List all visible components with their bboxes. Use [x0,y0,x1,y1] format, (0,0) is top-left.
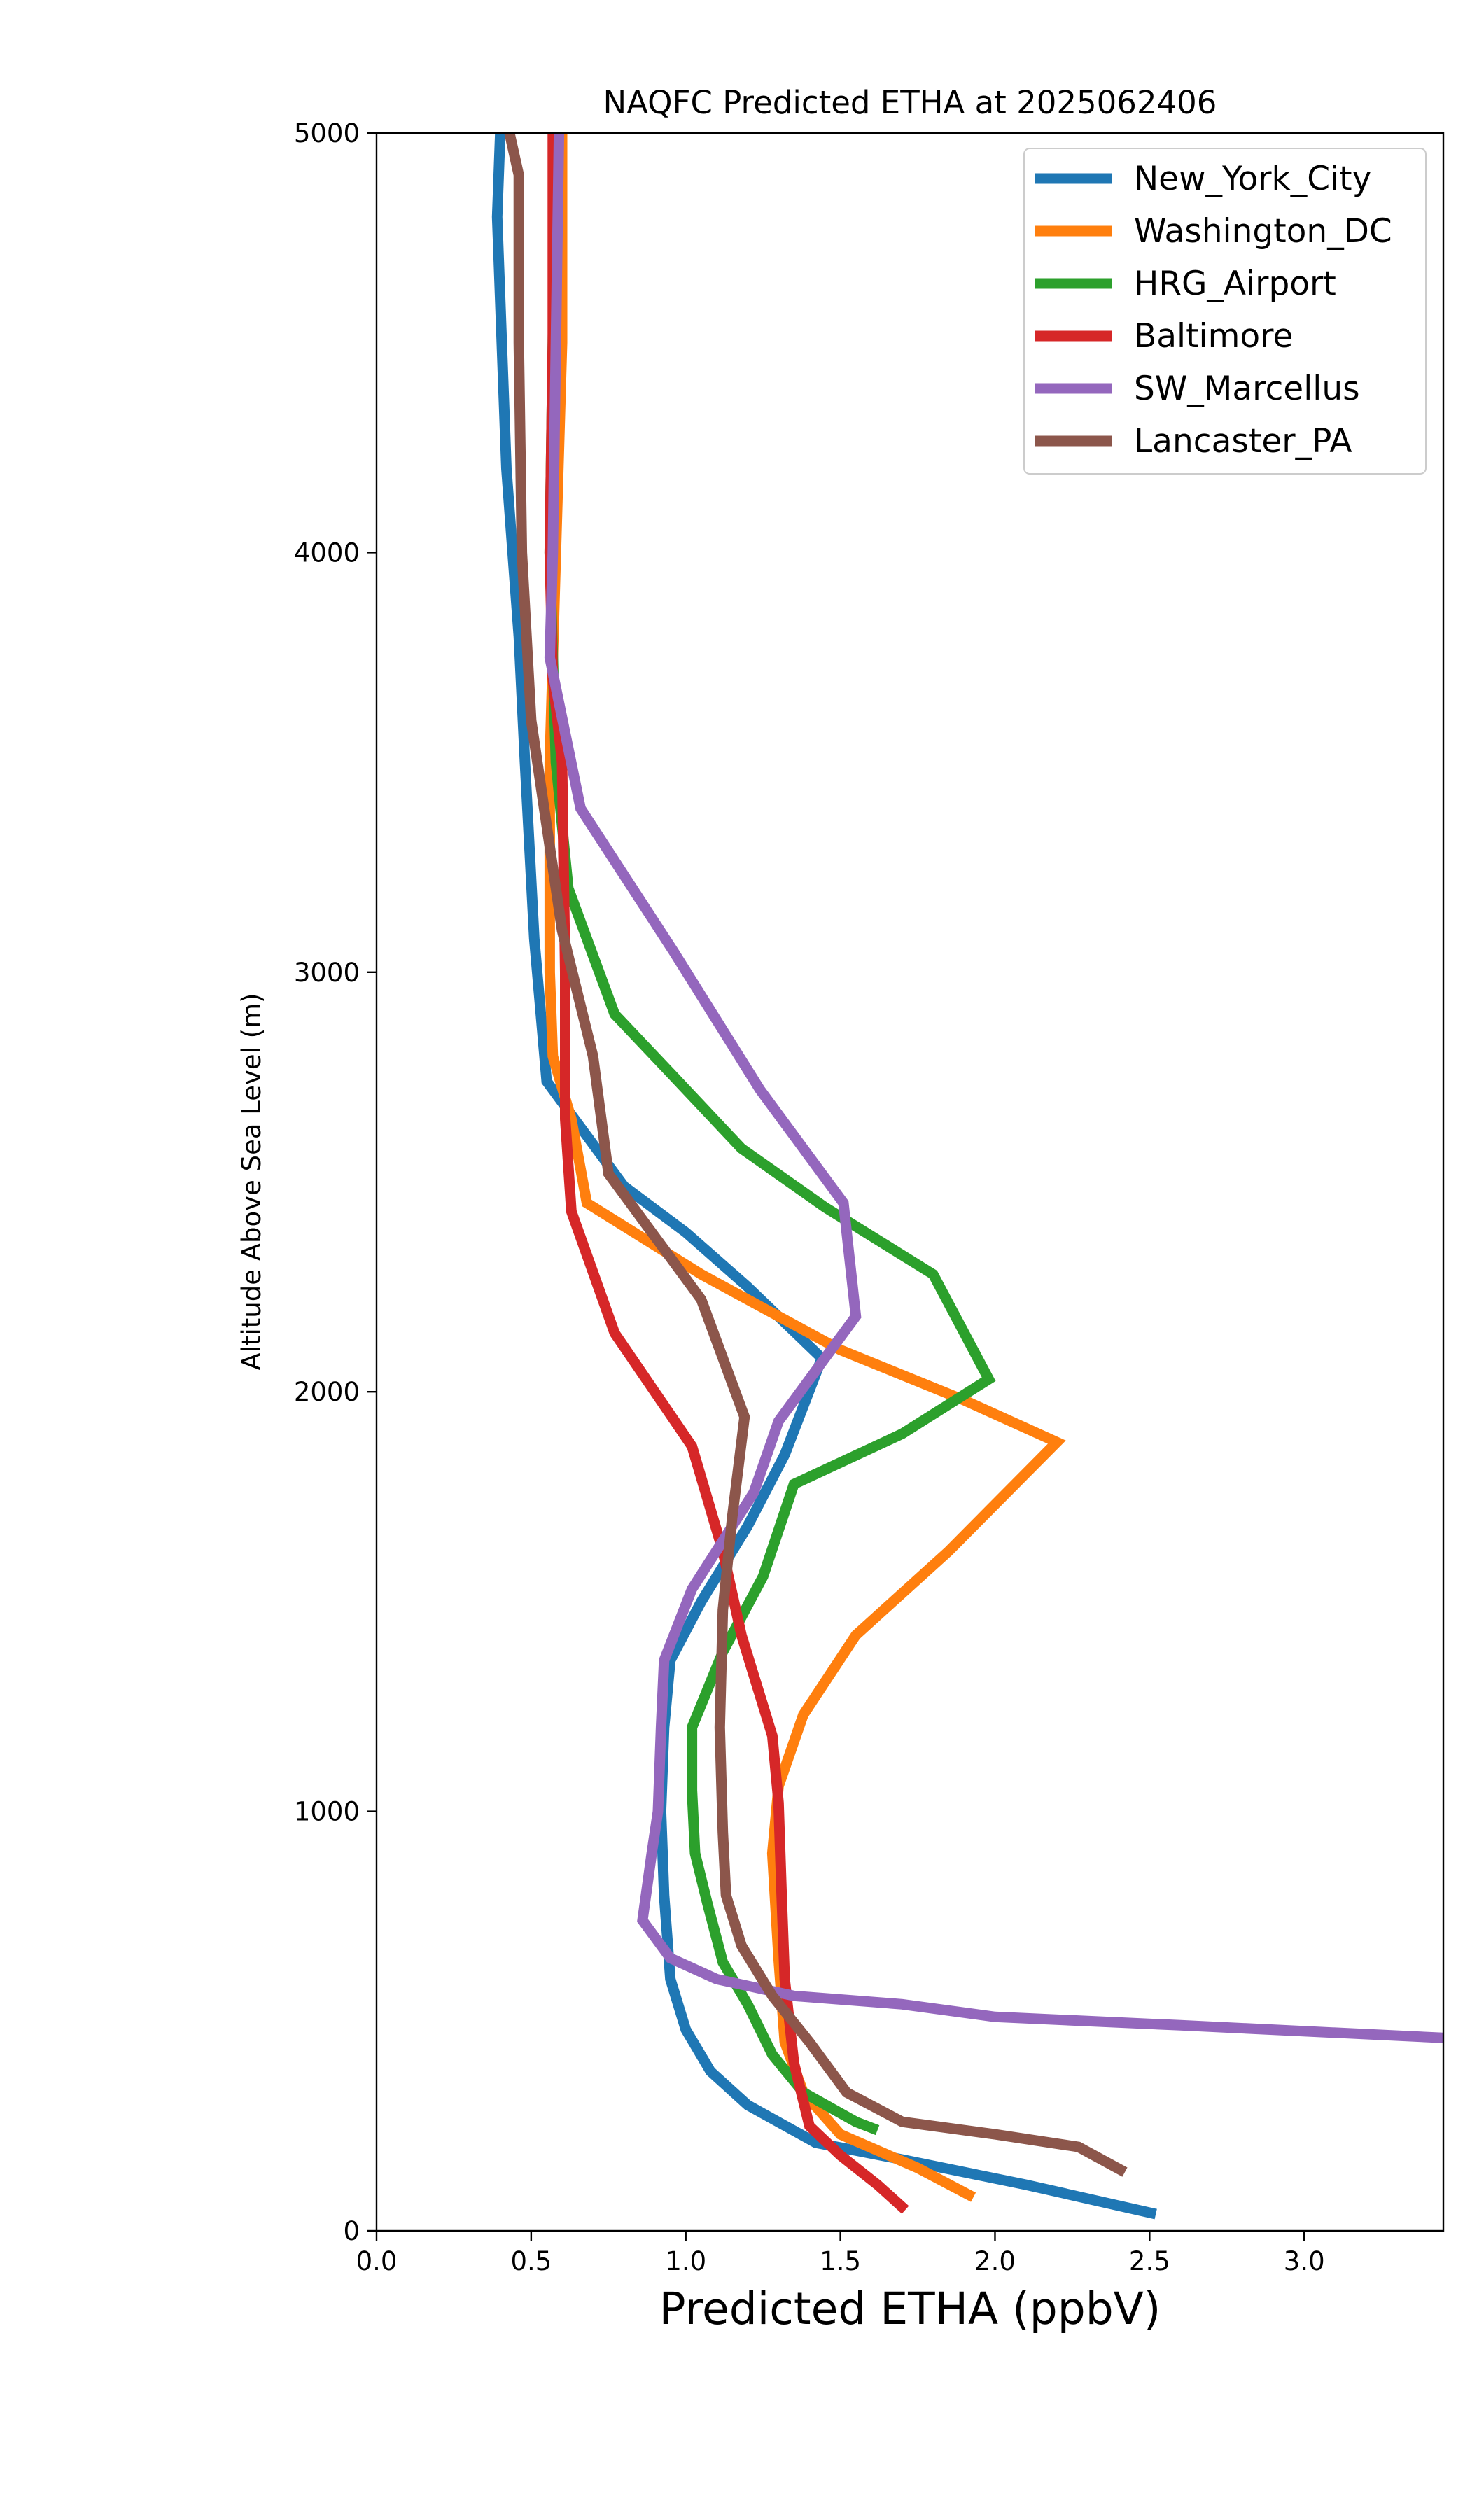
x-tick-label: 2.5 [1129,2246,1170,2276]
legend-label-lancaster-pa: Lancaster_PA [1134,422,1352,461]
y-tick-label: 3000 [294,958,360,988]
y-tick-label: 2000 [294,1377,360,1407]
legend-label-washington-dc: Washington_DC [1134,212,1392,251]
legend-frame [1023,148,1427,475]
x-tick-label: 3.0 [1284,2246,1325,2276]
x-tick-label: 0.0 [356,2246,398,2276]
x-axis-label: Predicted ETHA (ppbV) [659,2283,1161,2334]
y-tick-label: 4000 [294,538,360,568]
legend: New_York_City Washington_DC HRG_Airport Bal… [1023,148,1427,475]
legend-label-hrg-airport: HRG_Airport [1134,265,1336,303]
legend-label-new-york-city: New_York_City [1134,160,1371,198]
series-layer [491,133,1443,2220]
series-line-lancaster-pa [504,133,1128,2177]
plot-frame [375,132,1445,2232]
x-tick-label: 0.5 [510,2246,552,2276]
y-tick-label: 0 [343,2216,360,2246]
legend-label-baltimore: Baltimore [1134,317,1293,356]
y-axis-label: Altitude Above Sea Level (m) [237,993,267,1370]
y-tick-label: 1000 [294,1797,360,1827]
x-tick-label: 1.5 [820,2246,861,2276]
series-line-sw-marcellus [544,133,1443,2043]
x-tick-label: 1.0 [665,2246,706,2276]
legend-label-sw-marcellus: SW_Marcellus [1134,370,1360,408]
y-axis: 0 1000 2000 3000 4000 5000 [294,118,377,2246]
chart-title: NAQFC Predicted ETHA at 2025062406 [603,84,1217,121]
x-axis: 0.0 0.5 1.0 1.5 2.0 2.5 3.0 [356,2231,1325,2276]
y-tick-label: 5000 [294,118,360,148]
x-tick-label: 2.0 [974,2246,1016,2276]
